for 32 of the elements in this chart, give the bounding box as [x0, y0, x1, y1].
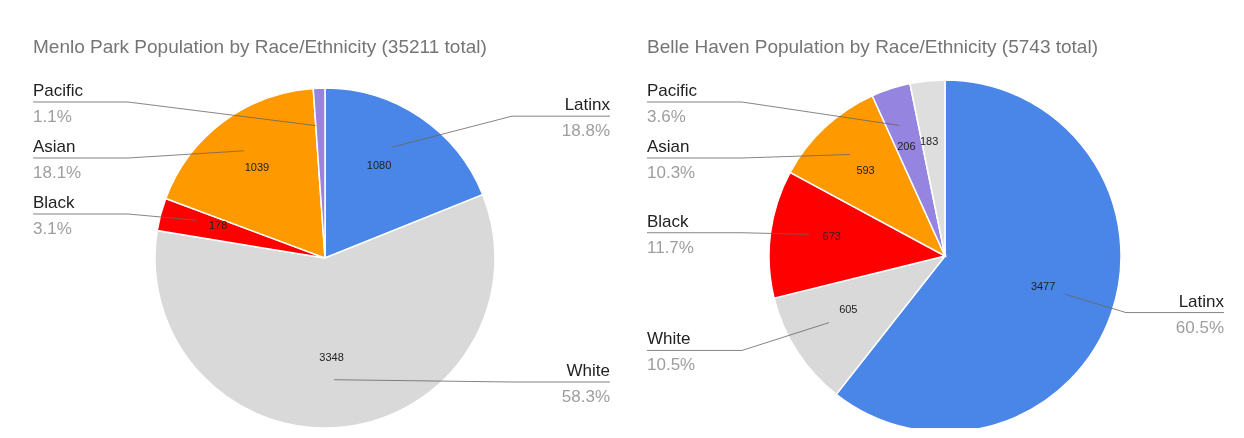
data-label: 183 — [919, 135, 939, 148]
data-label: 605 — [839, 303, 858, 316]
text: 10.3% — [647, 163, 696, 182]
slice-label: Asian — [33, 137, 76, 156]
text: 1.1% — [33, 107, 72, 126]
text: 3.6% — [647, 107, 686, 126]
text: 58.3% — [561, 387, 610, 406]
data-label: 206 — [897, 140, 916, 153]
slice-label: Pacific — [33, 81, 84, 100]
data-label: 593 — [856, 164, 875, 177]
chart-title: Belle Haven Population by Race/Ethnicity (5743 total) — [647, 36, 1098, 58]
slice-label: Asian — [647, 137, 690, 156]
slice-label: Black — [33, 193, 76, 212]
slice-label: White — [647, 329, 691, 349]
slice-label: Latinx — [564, 95, 611, 115]
slice-label: Latinx — [1178, 291, 1225, 311]
data-label: 3477 — [1030, 279, 1056, 292]
data-label: 1039 — [244, 161, 270, 174]
slice-label: Pacific — [647, 81, 698, 100]
data-label: 3348 — [319, 350, 344, 363]
data-label: 1080 — [366, 158, 392, 171]
slice-label: White — [566, 361, 610, 380]
text: 60.5% — [1175, 317, 1224, 337]
chart-title: Menlo Park Population by Race/Ethnicity (35211 total) — [33, 36, 487, 58]
data-label: 178 — [208, 218, 228, 231]
slice-label: Black — [647, 211, 690, 231]
text: 10.5% — [647, 355, 696, 375]
text: 11.7% — [647, 237, 694, 257]
data-label: 673 — [822, 230, 841, 243]
text: 18.8% — [561, 121, 610, 141]
text: 3.1% — [33, 219, 72, 238]
text: 18.1% — [33, 163, 82, 182]
